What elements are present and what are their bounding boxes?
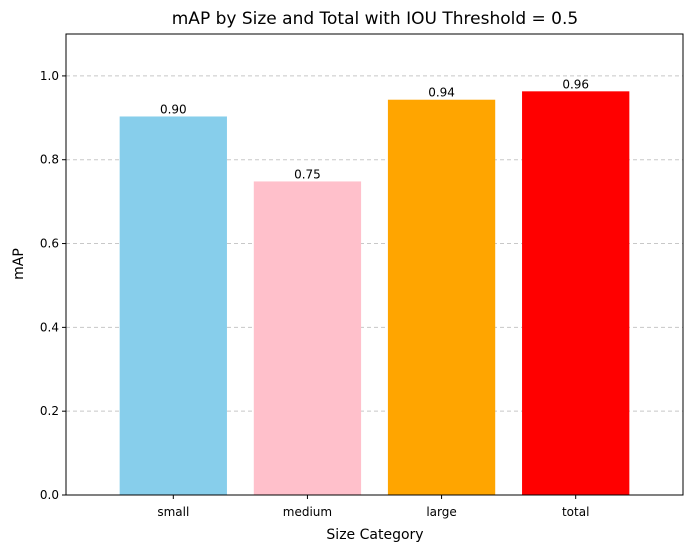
value-label-total: 0.96 — [562, 77, 589, 91]
y-tick-label: 0.4 — [40, 320, 59, 334]
y-tick-label: 0.0 — [40, 488, 59, 502]
x-tick-label: medium — [283, 505, 332, 519]
x-axis-label: Size Category — [326, 527, 423, 543]
x-tick-label: small — [157, 505, 189, 519]
x-axis-ticks: small medium large total — [157, 495, 589, 519]
bar-total — [522, 91, 630, 495]
y-tick-label: 0.8 — [40, 153, 59, 167]
bar-small — [119, 116, 227, 496]
bar-medium — [253, 181, 362, 495]
bar-large — [387, 99, 496, 496]
value-label-large: 0.94 — [428, 86, 455, 100]
chart-title: mAP by Size and Total with IOU Threshold… — [172, 9, 578, 29]
x-tick-label: large — [426, 505, 456, 519]
y-tick-label: 0.6 — [40, 237, 59, 251]
value-labels: 0.90 0.75 0.94 0.96 — [160, 77, 589, 181]
x-tick-label: total — [562, 505, 589, 519]
y-tick-label: 0.2 — [40, 404, 59, 418]
plot-frame — [65, 33, 684, 496]
y-tick-label: 1.0 — [40, 69, 59, 83]
bars — [119, 91, 630, 496]
value-label-small: 0.90 — [160, 102, 187, 116]
value-label-medium: 0.75 — [294, 167, 321, 181]
y-axis-label: mAP — [11, 248, 27, 280]
y-axis-ticks: 0.0 0.2 0.4 0.6 0.8 1.0 — [40, 69, 66, 502]
